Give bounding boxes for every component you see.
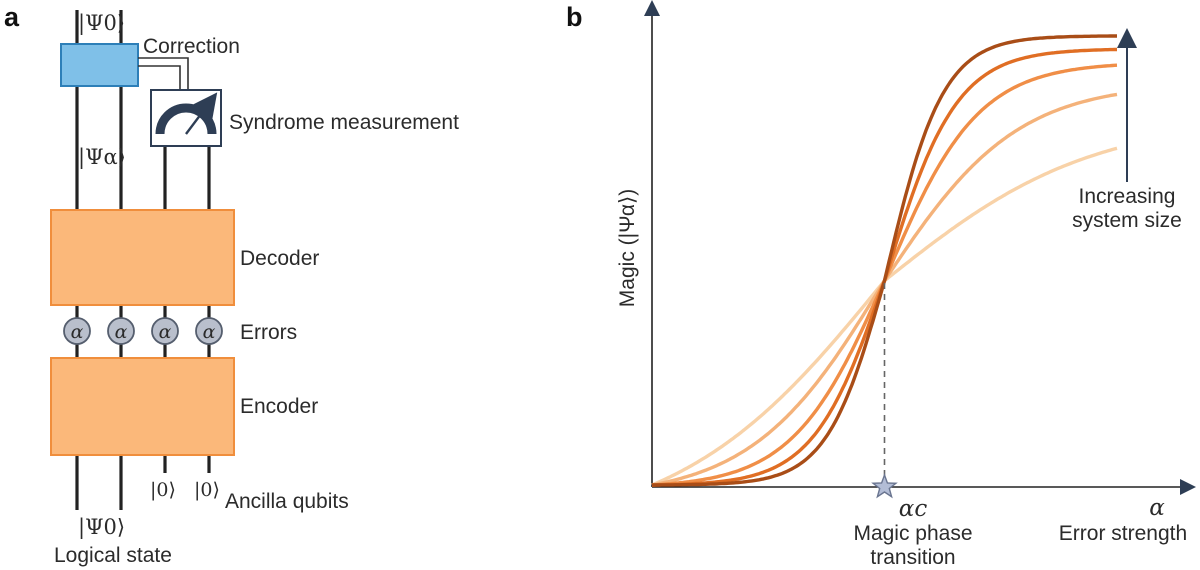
series-group <box>651 34 1118 487</box>
bottom-state-label: |Ψ0⟩ <box>78 515 125 540</box>
x-axis-symbol: α <box>1149 495 1165 521</box>
panel-label-a: a <box>4 2 20 32</box>
decoder-box <box>50 209 235 306</box>
top-state-label: |Ψ0⟩ <box>78 11 125 36</box>
ancilla-label: Ancilla qubits <box>225 490 349 513</box>
encoder-label: Encoder <box>240 395 318 418</box>
errors-label: Errors <box>240 321 297 344</box>
syndrome-meter <box>150 89 222 147</box>
decoder-label: Decoder <box>240 247 319 270</box>
syndrome-label: Syndrome measurement <box>229 111 459 134</box>
arrow-note-line1: Increasing <box>1079 185 1176 208</box>
arrow-note-line2: system size <box>1072 209 1182 232</box>
logical-state-label: Logical state <box>54 544 172 567</box>
panel-label-b: b <box>566 2 583 32</box>
mid-state-label: |Ψα⟩ <box>78 145 126 170</box>
ancilla-ket-2: |0⟩ <box>194 479 220 501</box>
correction-box <box>60 43 139 87</box>
error-symbol: α <box>203 321 216 343</box>
magic-chart: αc Magic phase transition α Error streng… <box>616 0 1196 569</box>
critical-alpha-label: αc <box>899 496 928 522</box>
error-symbol: α <box>159 321 172 343</box>
critical-point-star <box>871 472 898 499</box>
error-symbol: α <box>115 321 128 343</box>
ancilla-ket-1: |0⟩ <box>150 479 176 501</box>
error-node: α <box>195 317 223 345</box>
error-node: α <box>107 317 135 345</box>
error-node: α <box>63 317 91 345</box>
encoder-box <box>50 357 235 456</box>
error-symbol: α <box>71 321 84 343</box>
error-node: α <box>151 317 179 345</box>
series-line-5 <box>652 34 1117 487</box>
classical-control-wires <box>138 57 189 90</box>
phase-transition-title: Magic phase <box>853 522 972 545</box>
y-axis-label: Magic (|Ψα⟩) <box>616 189 639 307</box>
phase-transition-subtitle: transition <box>870 546 955 569</box>
correction-label: Correction <box>143 35 240 58</box>
x-axis-label: Error strength <box>1059 522 1187 545</box>
